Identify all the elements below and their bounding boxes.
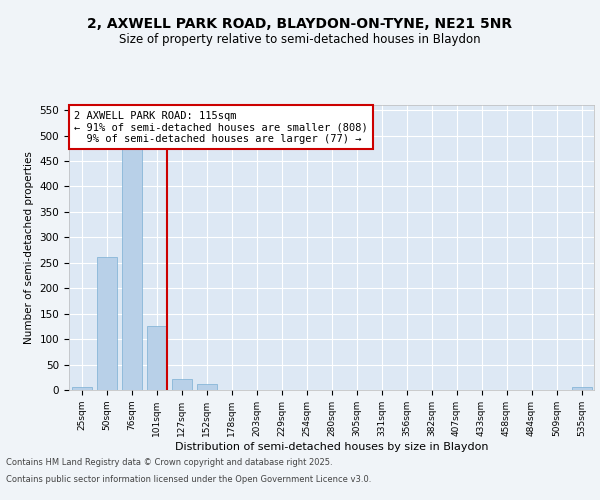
Text: 2, AXWELL PARK ROAD, BLAYDON-ON-TYNE, NE21 5NR: 2, AXWELL PARK ROAD, BLAYDON-ON-TYNE, NE… <box>88 18 512 32</box>
Text: Contains public sector information licensed under the Open Government Licence v3: Contains public sector information licen… <box>6 476 371 484</box>
Bar <box>97 256 116 390</box>
Bar <box>121 132 142 390</box>
Bar <box>172 379 191 390</box>
Bar <box>146 326 167 390</box>
Y-axis label: Number of semi-detached properties: Number of semi-detached properties <box>24 151 34 344</box>
Bar <box>571 388 592 390</box>
Text: Contains HM Land Registry data © Crown copyright and database right 2025.: Contains HM Land Registry data © Crown c… <box>6 458 332 467</box>
Text: Size of property relative to semi-detached houses in Blaydon: Size of property relative to semi-detach… <box>119 32 481 46</box>
Text: 2 AXWELL PARK ROAD: 115sqm
← 91% of semi-detached houses are smaller (808)
  9% : 2 AXWELL PARK ROAD: 115sqm ← 91% of semi… <box>74 110 368 144</box>
Bar <box>197 384 217 390</box>
X-axis label: Distribution of semi-detached houses by size in Blaydon: Distribution of semi-detached houses by … <box>175 442 488 452</box>
Bar <box>71 388 91 390</box>
